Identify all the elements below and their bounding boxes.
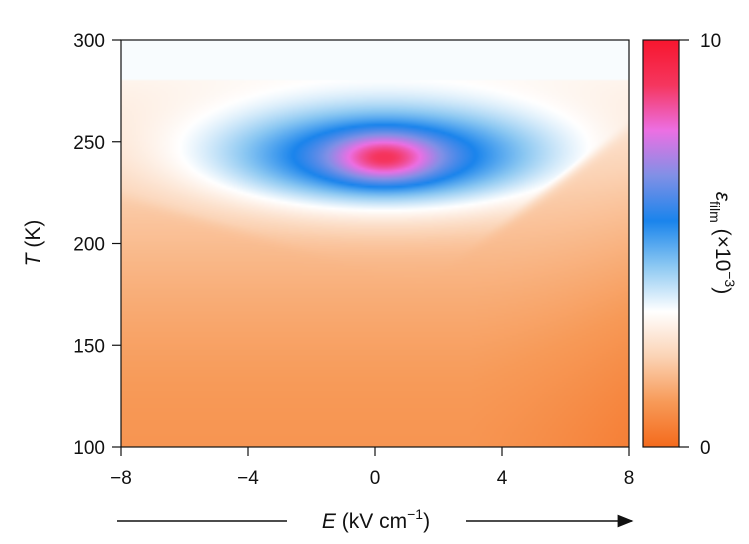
y-tick-label: 150 [73, 336, 105, 357]
colorbar-max-label: 10 [700, 31, 721, 52]
x-axis-unit: (kV cm [336, 510, 407, 533]
y-axis-unit: (K) [22, 220, 45, 254]
y-tick-label: 200 [73, 235, 105, 256]
x-axis-label: E (kV cm−1) [322, 506, 430, 533]
y-axis-symbol: T [22, 251, 45, 266]
x-tick-label: −8 [110, 468, 132, 489]
y-tick-label: 300 [73, 31, 105, 52]
x-axis-ticks: −8 −4 0 4 8 [110, 447, 634, 489]
colorbar-label-close: ) [711, 287, 734, 294]
heatmap-image [121, 40, 629, 447]
colorbar-label-symbol: ε [711, 192, 734, 202]
colorbar-label-sub: film [707, 201, 723, 223]
colorbar-label: εfilm (×10−3) [707, 192, 738, 294]
x-axis-unit-close: ) [423, 510, 430, 533]
colorbar [642, 39, 680, 448]
y-axis-ticks: 100 150 200 250 300 [73, 31, 121, 459]
y-axis-label: T (K) [22, 220, 45, 267]
x-tick-label: 8 [624, 468, 635, 489]
colorbar-label-paren: (×10 [711, 223, 734, 271]
x-axis-unit-exp: −1 [407, 506, 423, 522]
x-tick-label: 4 [497, 468, 508, 489]
y-tick-label: 250 [73, 133, 105, 154]
colorbar-min-label: 0 [700, 438, 711, 459]
x-tick-label: 0 [370, 468, 381, 489]
y-tick-label: 100 [73, 438, 105, 459]
x-tick-label: −4 [237, 468, 259, 489]
x-axis-symbol: E [322, 510, 337, 533]
colorbar-label-exp: −3 [722, 271, 738, 287]
